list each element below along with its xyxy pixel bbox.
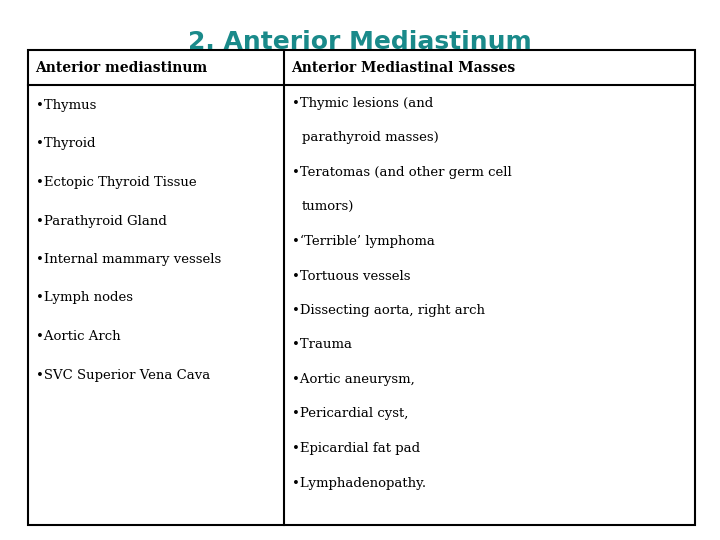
Text: Anterior Mediastinal Masses: Anterior Mediastinal Masses: [291, 60, 516, 75]
Text: •Thymus: •Thymus: [36, 99, 96, 112]
Text: •Ectopic Thyroid Tissue: •Ectopic Thyroid Tissue: [36, 176, 197, 189]
Text: •Tortuous vessels: •Tortuous vessels: [292, 269, 410, 282]
Text: •Dissecting aorta, right arch: •Dissecting aorta, right arch: [292, 304, 485, 317]
Text: parathyroid masses): parathyroid masses): [302, 132, 438, 145]
Text: •Epicardial fat pad: •Epicardial fat pad: [292, 442, 420, 455]
Text: •Lymphadenopathy.: •Lymphadenopathy.: [292, 476, 426, 489]
Text: •Lymph nodes: •Lymph nodes: [36, 292, 133, 305]
Text: tumors): tumors): [302, 200, 354, 213]
Text: •‘Terrible’ lymphoma: •‘Terrible’ lymphoma: [292, 235, 435, 248]
Text: •Aortic aneurysm,: •Aortic aneurysm,: [292, 373, 415, 386]
Text: •SVC Superior Vena Cava: •SVC Superior Vena Cava: [36, 368, 210, 381]
Text: •Thyroid: •Thyroid: [36, 138, 96, 151]
Text: •Pericardial cyst,: •Pericardial cyst,: [292, 408, 408, 421]
Bar: [28, 50, 695, 525]
Text: Anterior mediastinum: Anterior mediastinum: [35, 60, 207, 75]
Text: •Trauma: •Trauma: [292, 339, 352, 352]
Text: •Teratomas (and other germ cell: •Teratomas (and other germ cell: [292, 166, 512, 179]
Text: 2. Anterior Mediastinum: 2. Anterior Mediastinum: [188, 30, 532, 54]
Text: •Thymic lesions (and: •Thymic lesions (and: [292, 97, 433, 110]
Text: •Aortic Arch: •Aortic Arch: [36, 330, 121, 343]
Text: •Internal mammary vessels: •Internal mammary vessels: [36, 253, 221, 266]
Text: •Parathyroid Gland: •Parathyroid Gland: [36, 214, 167, 227]
